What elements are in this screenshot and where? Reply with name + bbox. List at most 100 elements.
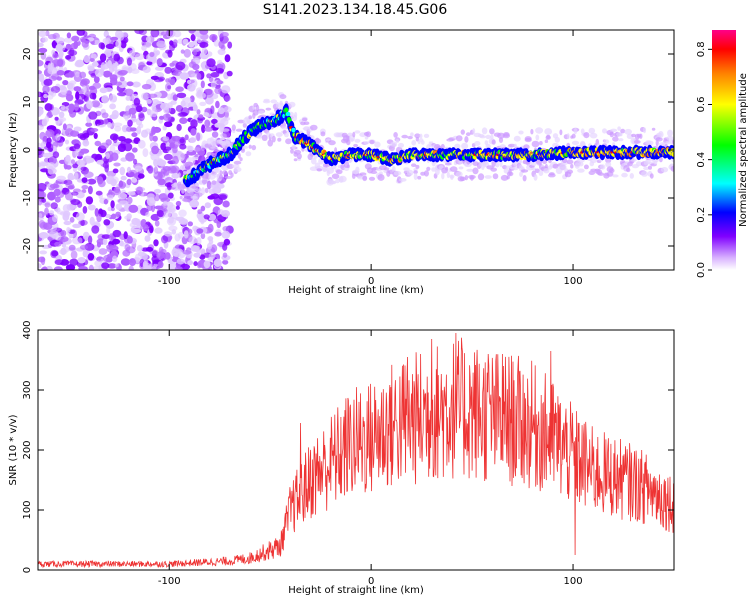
halo-cell xyxy=(535,127,544,134)
noise-cell xyxy=(44,115,50,123)
noise-cell xyxy=(165,82,172,92)
noise-cell xyxy=(69,258,79,266)
halo-cell xyxy=(508,143,516,148)
noise-cell xyxy=(226,70,233,77)
halo-cell xyxy=(270,99,278,104)
halo-cell xyxy=(500,174,509,181)
halo-cell xyxy=(322,167,327,172)
noise-cell xyxy=(176,258,185,265)
noise-cell xyxy=(88,111,98,120)
colorbar-tick-label: 0.8 xyxy=(696,41,707,57)
halo-cell xyxy=(461,142,469,150)
noise-cell xyxy=(129,222,136,228)
noise-cell xyxy=(177,231,184,239)
halo-cell xyxy=(571,133,576,139)
noise-cell xyxy=(83,55,91,64)
noise-cell xyxy=(224,110,229,119)
noise-cell xyxy=(156,58,163,67)
noise-cell xyxy=(90,53,97,60)
noise-cell xyxy=(90,73,97,78)
noise-cell xyxy=(189,199,200,208)
halo-cell xyxy=(364,136,369,140)
noise-cell xyxy=(42,85,50,94)
halo-cell xyxy=(368,176,376,181)
halo-cell xyxy=(602,128,607,134)
noise-cell xyxy=(146,108,152,116)
noise-cell xyxy=(107,253,114,258)
halo-cell xyxy=(281,126,289,130)
noise-cell xyxy=(151,145,160,155)
noise-cell xyxy=(146,99,152,104)
halo-cell xyxy=(570,164,574,169)
noise-cell xyxy=(77,133,86,139)
noise-cell xyxy=(123,110,130,116)
noise-cell xyxy=(71,35,80,42)
halo-cell xyxy=(464,136,469,143)
noise-cell xyxy=(91,225,100,234)
noise-cell xyxy=(82,206,88,214)
noise-cell xyxy=(164,66,172,74)
noise-cell xyxy=(74,102,79,111)
noise-cell xyxy=(206,73,212,79)
noise-cell xyxy=(175,205,180,210)
halo-cell xyxy=(648,165,652,170)
noise-cell xyxy=(154,220,160,227)
halo-cell xyxy=(544,139,549,143)
noise-cell xyxy=(142,66,151,73)
noise-cell xyxy=(38,47,48,54)
noise-cell xyxy=(70,250,78,260)
y-tick-label: 0 xyxy=(22,567,33,573)
halo-cell xyxy=(542,159,548,164)
noise-cell xyxy=(81,40,89,48)
noise-cell xyxy=(124,215,132,220)
noise-cell xyxy=(167,93,173,101)
noise-cell xyxy=(49,183,60,189)
noise-cell xyxy=(63,220,72,226)
noise-cell xyxy=(198,114,204,119)
noise-cell xyxy=(55,43,63,53)
halo-cell xyxy=(566,159,574,165)
halo-cell xyxy=(181,189,185,194)
halo-cell xyxy=(603,139,610,144)
halo-cell xyxy=(392,166,396,173)
halo-cell xyxy=(660,167,669,173)
noise-cell xyxy=(157,76,165,82)
halo-cell xyxy=(222,170,228,175)
noise-cell xyxy=(100,62,106,72)
noise-cell xyxy=(76,30,85,36)
noise-cell xyxy=(43,222,53,230)
noise-cell xyxy=(208,213,217,221)
halo-cell xyxy=(201,179,208,185)
noise-cell xyxy=(93,76,100,84)
noise-cell xyxy=(84,90,92,96)
noise-cell xyxy=(52,151,60,159)
halo-cell xyxy=(530,128,534,135)
halo-cell xyxy=(481,127,488,135)
noise-cell xyxy=(127,191,136,196)
noise-cell xyxy=(125,246,136,254)
halo-cell xyxy=(455,135,463,142)
halo-cell xyxy=(186,192,191,197)
noise-cell xyxy=(54,196,61,203)
noise-cell xyxy=(157,158,164,165)
noise-cell xyxy=(174,266,183,270)
noise-cell xyxy=(101,95,109,104)
noise-cell xyxy=(164,146,172,151)
halo-cell xyxy=(213,168,222,173)
noise-cell xyxy=(126,236,133,244)
halo-cell xyxy=(261,134,268,141)
noise-cell xyxy=(85,122,93,127)
y-tick-label: -20 xyxy=(22,238,33,254)
y-tick-label: -10 xyxy=(22,190,33,206)
noise-cell xyxy=(117,192,128,200)
noise-cell xyxy=(149,51,155,58)
spectrogram-x-axis-label: Height of straight line (km) xyxy=(288,285,424,296)
noise-cell xyxy=(81,185,89,190)
noise-cell xyxy=(64,156,71,165)
halo-cell xyxy=(469,175,474,181)
noise-cell xyxy=(218,194,228,201)
noise-cell xyxy=(215,100,220,109)
halo-cell xyxy=(490,167,498,172)
noise-cell xyxy=(78,266,88,270)
halo-cell xyxy=(642,127,647,134)
